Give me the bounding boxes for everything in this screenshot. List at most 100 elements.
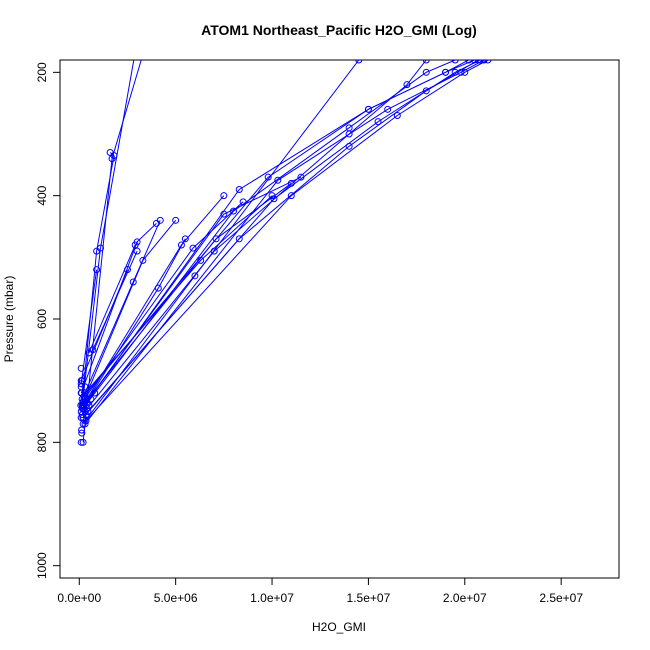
series-line-1 (82, 60, 142, 443)
data-point (403, 81, 411, 89)
y-tick-label: 400 (35, 185, 49, 205)
data-point (77, 438, 85, 446)
data-point (364, 105, 372, 113)
plot-frame (59, 59, 620, 579)
series-line-13 (82, 60, 456, 409)
series-layer (80, 60, 489, 443)
data-point (93, 266, 101, 274)
data-point (297, 173, 305, 181)
series-line-19 (85, 60, 489, 422)
data-point (355, 60, 363, 64)
x-axis: 0.0e+00 5.0e+06 1.0e+07 1.5e+07 2.0e+07 2.5e+… (57, 577, 583, 605)
series-line-14 (86, 60, 475, 403)
data-point (89, 346, 97, 354)
series-line-18 (84, 60, 485, 425)
data-point (470, 60, 478, 64)
data-point (156, 216, 164, 224)
data-point (393, 112, 401, 119)
data-point (81, 383, 89, 391)
data-point (77, 364, 85, 372)
data-point (191, 272, 199, 280)
x-tick-label: 0.0e+00 (57, 591, 101, 605)
series-line-6 (82, 219, 177, 403)
x-tick-label: 1.0e+07 (250, 591, 294, 605)
data-point (197, 256, 205, 264)
data-point (78, 426, 86, 434)
data-point (442, 68, 450, 76)
data-point (82, 411, 90, 419)
data-point (274, 176, 282, 184)
data-point (287, 179, 295, 187)
data-point (106, 149, 114, 156)
series-line-12 (83, 176, 302, 406)
data-point (133, 247, 141, 255)
series-line-15 (87, 60, 479, 412)
y-axis-title: Pressure (mbar) (2, 276, 16, 363)
data-point (87, 395, 95, 403)
data-point (422, 68, 430, 76)
series-line-21 (81, 60, 427, 415)
data-point (422, 87, 430, 95)
x-axis-title: H2O_GMI (312, 620, 366, 634)
data-point (345, 142, 353, 150)
chart-title: ATOM1 Northeast_Pacific H2O_GMI (Log) (201, 22, 477, 38)
data-point (154, 284, 162, 292)
x-tick-label: 5.0e+06 (154, 591, 198, 605)
series-line-2 (81, 60, 135, 406)
x-tick-label: 2.0e+07 (443, 591, 487, 605)
data-point (93, 247, 101, 255)
y-axis: 200 400 600 800 1000 (35, 62, 61, 579)
data-point (80, 404, 88, 412)
data-point (123, 266, 131, 274)
data-point (129, 278, 137, 286)
data-point (461, 68, 469, 76)
data-point (77, 414, 85, 422)
data-point (287, 192, 295, 200)
data-point (474, 60, 482, 64)
data-point (484, 60, 492, 64)
data-point (451, 60, 459, 64)
data-point (139, 256, 147, 264)
data-point (235, 186, 243, 193)
series-line-8 (82, 195, 225, 406)
data-point (131, 241, 139, 249)
data-point (476, 60, 484, 64)
data-point (270, 195, 278, 203)
data-point (220, 192, 228, 200)
data-point (239, 198, 247, 206)
y-tick-label: 600 (35, 309, 49, 329)
series-line-17 (82, 60, 481, 419)
data-point (85, 401, 93, 409)
y-tick-label: 200 (35, 62, 49, 82)
data-point (480, 60, 488, 64)
x-tick-label: 2.5e+07 (539, 591, 583, 605)
data-point (264, 173, 272, 181)
data-point (177, 241, 185, 249)
x-tick-label: 1.5e+07 (347, 591, 391, 605)
data-point (457, 68, 465, 76)
data-point (220, 210, 228, 218)
series-line-4 (80, 223, 157, 394)
data-point (189, 244, 197, 252)
data-point (345, 130, 353, 138)
series-line-5 (81, 220, 161, 400)
data-point (384, 105, 392, 113)
series-line-25 (80, 269, 98, 384)
data-point (210, 247, 218, 255)
series-line-22 (88, 244, 136, 354)
points-layer (77, 60, 492, 446)
data-point (79, 438, 87, 446)
data-point (374, 118, 382, 126)
series-line-3 (80, 152, 115, 412)
data-point (78, 429, 86, 437)
data-point (212, 235, 220, 243)
data-point (465, 60, 473, 64)
y-tick-label: 1000 (35, 552, 49, 579)
data-point (172, 216, 180, 224)
data-point (81, 420, 89, 428)
series-line-24 (80, 269, 128, 381)
data-point (229, 207, 237, 215)
data-point (91, 389, 99, 397)
data-point (181, 235, 189, 243)
